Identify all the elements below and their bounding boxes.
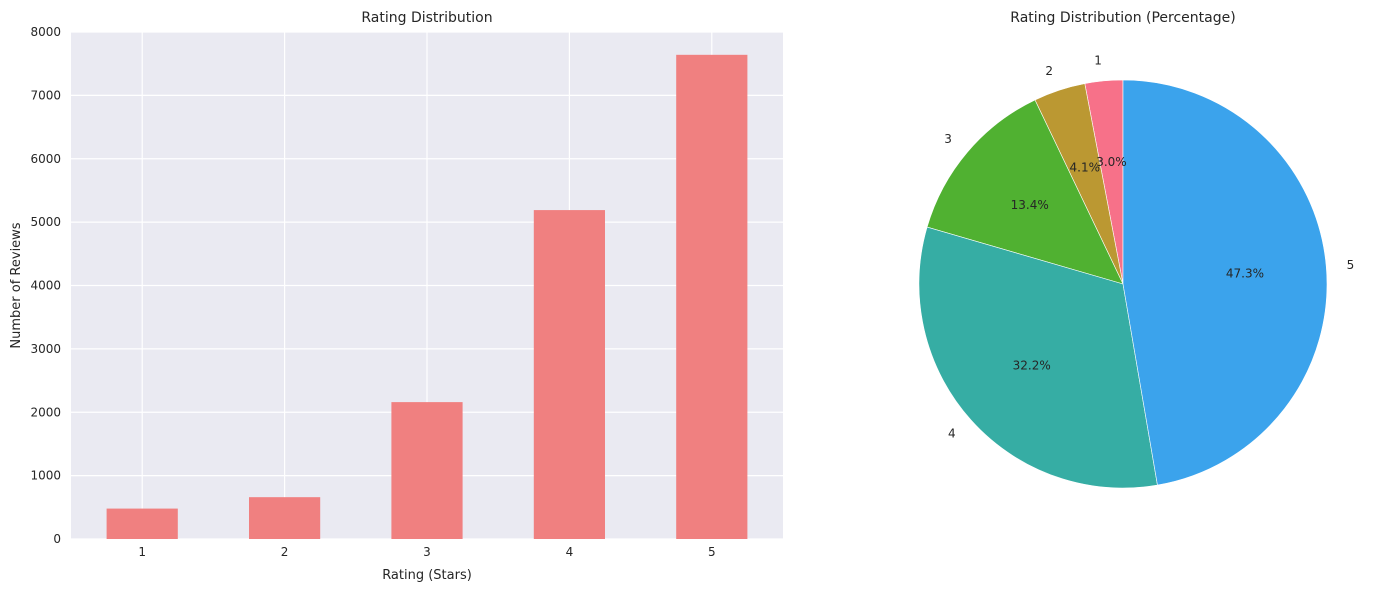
bar-y-tick-label: 1000 <box>30 469 61 483</box>
bar-series <box>106 54 748 540</box>
bar-y-tick-label: 6000 <box>30 152 61 166</box>
bar-x-tick-label: 1 <box>138 545 146 559</box>
pie-category-label: 5 <box>1347 258 1355 272</box>
bar-y-ticks: 0 1000 2000 3000 4000 5000 6000 7000 8000 <box>30 25 61 546</box>
bar-2 <box>249 497 321 539</box>
bar-1 <box>106 508 178 539</box>
bar-x-tick-label: 2 <box>281 545 289 559</box>
pie-category-label: 1 <box>1094 54 1102 68</box>
pie-percent-label: 4.1% <box>1070 161 1101 175</box>
bar-y-tick-label: 2000 <box>30 405 61 419</box>
pie-percent-label: 3.0% <box>1096 155 1127 169</box>
pie-percent-label: 13.4% <box>1011 198 1049 212</box>
bar-x-tick-label: 5 <box>708 545 716 559</box>
bar-y-tick-label: 0 <box>53 532 61 546</box>
bar-y-tick-label: 8000 <box>30 25 61 39</box>
pie-percent-label: 32.2% <box>1013 359 1051 373</box>
pie-category-label: 3 <box>944 132 952 146</box>
bar-5 <box>676 54 748 539</box>
bar-y-tick-label: 5000 <box>30 215 61 229</box>
pie-percent-label: 47.3% <box>1226 267 1264 281</box>
bar-y-tick-label: 3000 <box>30 342 61 356</box>
bar-x-axis-label: Rating (Stars) <box>382 568 472 583</box>
bar-chart-title: Rating Distribution <box>361 10 492 26</box>
bar-y-tick-label: 7000 <box>30 88 61 102</box>
pie-category-label: 2 <box>1045 64 1053 78</box>
pie-chart: 1 3.0% 2 4.1% 3 13.4% 4 32.2% 5 47.3% Rating Dist… <box>918 10 1354 489</box>
bar-x-ticks: 1 2 3 4 5 <box>138 545 715 559</box>
pie-chart-title: Rating Distribution (Percentage) <box>1010 10 1235 26</box>
bar-y-axis-label: Number of Reviews <box>9 222 24 348</box>
pie-slice-5 <box>1122 79 1328 486</box>
bar-x-tick-label: 4 <box>566 545 574 559</box>
bar-x-tick-label: 3 <box>423 545 431 559</box>
pie-slice-4 <box>918 226 1158 489</box>
bar-y-tick-label: 4000 <box>30 279 61 293</box>
pie-slices <box>918 79 1328 489</box>
bar-3 <box>391 402 463 539</box>
pie-category-label: 4 <box>948 426 956 440</box>
pie-slice-3 <box>926 99 1124 285</box>
pie-labels: 1 3.0% 2 4.1% 3 13.4% 4 32.2% 5 47.3% <box>944 54 1354 441</box>
bar-4 <box>533 210 605 540</box>
